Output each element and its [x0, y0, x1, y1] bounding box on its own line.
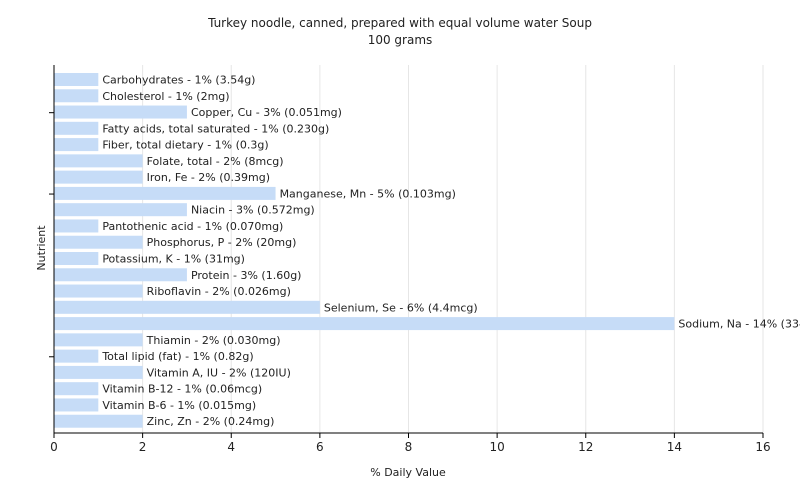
chart-subtitle: 100 grams [368, 33, 433, 47]
bar-20 [54, 398, 99, 412]
bar-13 [54, 284, 143, 298]
x-tick-label-8: 16 [755, 440, 770, 454]
bar-label-20: Vitamin B-6 - 1% (0.015mg) [102, 399, 256, 412]
grid [142, 65, 764, 433]
bar-21 [54, 414, 143, 428]
bar-label-17: Total lipid (fat) - 1% (0.82g) [101, 350, 253, 363]
bar-label-3: Fatty acids, total saturated - 1% (0.230… [102, 122, 329, 135]
bar-14 [54, 300, 320, 314]
bar-label-5: Folate, total - 2% (8mcg) [147, 155, 284, 168]
bar-label-7: Manganese, Mn - 5% (0.103mg) [280, 187, 456, 200]
bar-10 [54, 235, 143, 249]
x-tick-label-4: 8 [405, 440, 413, 454]
x-tick-label-7: 14 [667, 440, 682, 454]
bar-3 [54, 121, 99, 135]
bar-16 [54, 333, 143, 347]
x-tick-label-0: 0 [50, 440, 58, 454]
bar-15 [54, 317, 675, 331]
bar-7 [54, 186, 276, 200]
bar-8 [54, 203, 187, 217]
bar-6 [54, 170, 143, 184]
bar-label-8: Niacin - 3% (0.572mg) [191, 204, 315, 217]
bar-19 [54, 382, 99, 396]
x-axis-label: % Daily Value [370, 466, 446, 479]
bar-label-15: Sodium, Na - 14% (334mg) [678, 318, 800, 331]
bar-label-1: Cholesterol - 1% (2mg) [102, 90, 229, 103]
chart-title: Turkey noodle, canned, prepared with equ… [207, 16, 592, 30]
bar-2 [54, 105, 187, 119]
x-tick-label-5: 10 [489, 440, 504, 454]
bar-1 [54, 89, 99, 103]
bar-label-2: Copper, Cu - 3% (0.051mg) [191, 106, 342, 119]
y-axis-label: Nutrient [35, 225, 48, 271]
bar-label-21: Zinc, Zn - 2% (0.24mg) [147, 415, 275, 428]
bar-label-9: Pantothenic acid - 1% (0.070mg) [102, 220, 283, 233]
bar-label-18: Vitamin A, IU - 2% (120IU) [147, 366, 291, 379]
bar-12 [54, 268, 187, 282]
bar-label-13: Riboflavin - 2% (0.026mg) [147, 285, 291, 298]
bar-label-0: Carbohydrates - 1% (3.54g) [102, 74, 255, 87]
bar-label-12: Protein - 3% (1.60g) [191, 269, 302, 282]
bar-9 [54, 219, 99, 233]
axes: 0 2 4 6 8 10 12 14 16 [49, 65, 771, 454]
x-tick-label-3: 6 [316, 440, 324, 454]
bar-17 [54, 349, 99, 363]
bar-label-16: Thiamin - 2% (0.030mg) [146, 334, 281, 347]
x-tick-label-1: 2 [139, 440, 147, 454]
bar-label-6: Iron, Fe - 2% (0.39mg) [147, 171, 270, 184]
bar-label-11: Potassium, K - 1% (31mg) [102, 253, 245, 266]
bars: Carbohydrates - 1% (3.54g) Cholesterol - … [54, 73, 800, 428]
x-tick-label-2: 4 [227, 440, 235, 454]
bar-4 [54, 138, 99, 152]
bar-11 [54, 252, 99, 265]
bar-label-4: Fiber, total dietary - 1% (0.3g) [102, 139, 268, 152]
bar-18 [54, 365, 143, 379]
bar-label-10: Phosphorus, P - 2% (20mg) [147, 236, 297, 249]
bar-label-14: Selenium, Se - 6% (4.4mcg) [324, 301, 478, 314]
bar-0 [54, 73, 99, 86]
bar-5 [54, 154, 143, 168]
x-tick-label-6: 12 [578, 440, 593, 454]
bar-label-19: Vitamin B-12 - 1% (0.06mcg) [102, 383, 262, 396]
